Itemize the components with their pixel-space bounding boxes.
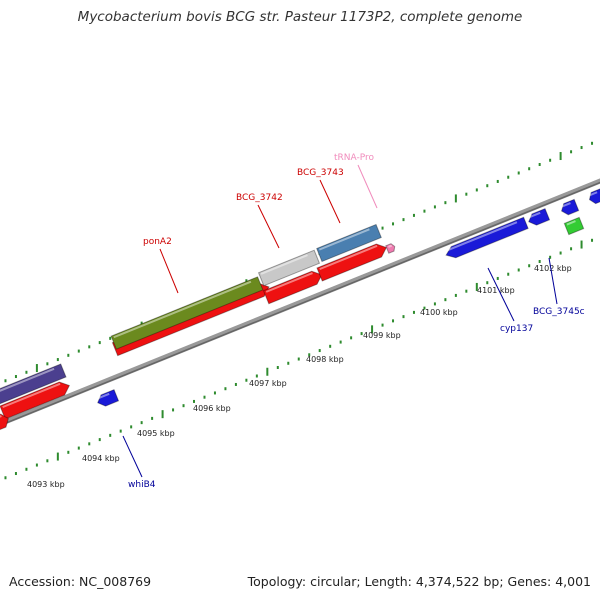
leader-line bbox=[122, 435, 143, 478]
leader-line bbox=[257, 204, 280, 249]
genome-backbone bbox=[0, 178, 600, 427]
gene-label-BCG_3742: BCG_3742 bbox=[236, 193, 283, 249]
gene-arrow-whiB4 bbox=[97, 389, 120, 407]
gene-label-ponA2: ponA2 bbox=[143, 237, 179, 294]
accession-text: Accession: NC_008769 bbox=[9, 574, 152, 589]
gene-label-text: whiB4 bbox=[128, 480, 156, 490]
gene-labels: ponA2 BCG_3742 BCG_3743 tRNA-Pro cyp137BCG_3… bbox=[122, 153, 585, 490]
gene-label-tRNA-Pro: tRNA-Pro bbox=[334, 153, 378, 209]
gene-label-text: tRNA-Pro bbox=[334, 153, 374, 163]
gene-arrow-BCG_3743-cds bbox=[316, 243, 388, 282]
gene-label-BCG_3743: BCG_3743 bbox=[297, 168, 344, 224]
gene-arrow-BCG_3742 bbox=[257, 249, 321, 287]
gene-arrow-edge-cds bbox=[0, 413, 9, 433]
scale-label: 4099 kbp bbox=[363, 331, 401, 340]
gene-arrow-green-rev bbox=[563, 216, 585, 236]
leader-line bbox=[487, 267, 515, 322]
scale-label: 4097 kbp bbox=[249, 379, 287, 388]
gene-arrow-small-rev bbox=[560, 198, 580, 216]
gene-label-text: BCG_3745c bbox=[533, 307, 585, 317]
genome-summary-text: Topology: circular; Length: 4,374,522 bp… bbox=[247, 574, 591, 589]
scale-label: 4095 kbp bbox=[137, 429, 175, 438]
gene-arrow-BCG_3743 bbox=[316, 223, 382, 263]
gene-label-text: BCG_3742 bbox=[236, 193, 283, 203]
map-title: Mycobacterium bovis BCG str. Pasteur 117… bbox=[77, 9, 523, 25]
scale-label: 4098 kbp bbox=[306, 355, 344, 364]
scale-label: 4101 kbp bbox=[477, 286, 515, 295]
scale-label: 4093 kbp bbox=[27, 480, 65, 489]
tick-tracks bbox=[4, 141, 594, 480]
trna-arrow-Pro bbox=[385, 243, 396, 254]
leader-line bbox=[319, 179, 341, 224]
gene-arrow-cyp137 bbox=[445, 216, 529, 259]
gene-arrow-ponA2 bbox=[110, 276, 264, 350]
gene-label-text: ponA2 bbox=[143, 237, 172, 247]
leader-line bbox=[357, 164, 378, 209]
gene-label-text: BCG_3743 bbox=[297, 168, 344, 178]
leader-line bbox=[159, 248, 179, 294]
gene-arrow-BCG_3745c bbox=[528, 208, 551, 226]
scale-label: 4102 kbp bbox=[534, 264, 572, 273]
gene-label-cyp137: cyp137 bbox=[487, 267, 533, 334]
gene-label-text: cyp137 bbox=[500, 324, 533, 334]
gene-arrow-BCG_3742-cds bbox=[262, 270, 323, 305]
leader-line bbox=[548, 257, 558, 305]
reverse-features bbox=[97, 188, 600, 407]
gene-label-BCG_3745c: BCG_3745c bbox=[533, 257, 585, 317]
scale-label: 4096 kbp bbox=[193, 404, 231, 413]
gene-label-whiB4: whiB4 bbox=[122, 435, 156, 490]
scale-label: 4100 kbp bbox=[420, 308, 458, 317]
forward-features bbox=[0, 223, 396, 433]
gene-arrow-left-gene bbox=[0, 363, 67, 405]
gene-arrow-edge-rev bbox=[588, 188, 600, 205]
scale-labels: 4093 kbp 4094 kbp 4095 kbp 4096 kbp 4097 kbp… bbox=[27, 264, 572, 489]
scale-label: 4094 kbp bbox=[82, 454, 120, 463]
